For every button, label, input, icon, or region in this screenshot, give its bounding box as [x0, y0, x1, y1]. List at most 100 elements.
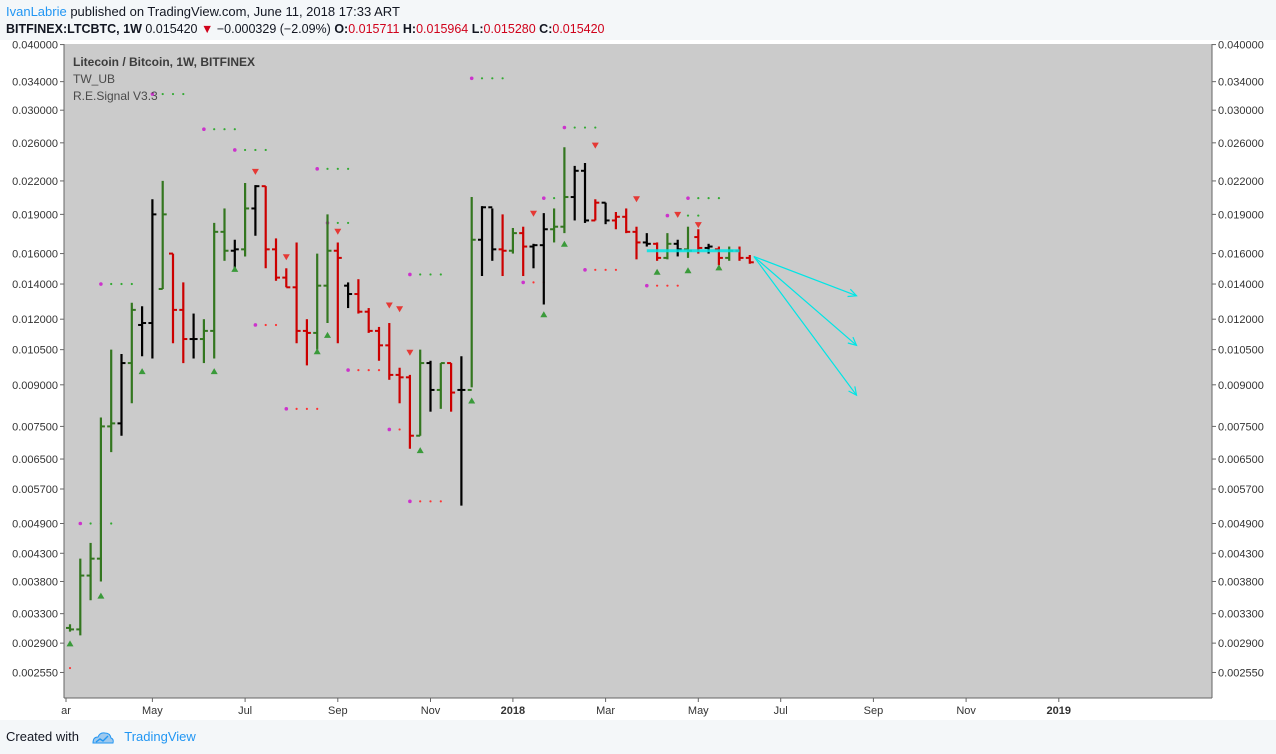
stop-dot — [295, 407, 298, 410]
stop-dot — [347, 221, 350, 225]
legend-indicator-2[interactable]: R.E.Signal V3.3 — [73, 89, 158, 103]
buy-signal-triangle — [66, 640, 74, 647]
stop-dot — [233, 128, 236, 131]
stop-dot — [583, 126, 587, 129]
stop-dot — [274, 323, 278, 327]
y-tick-label-left: 0.040000 — [12, 40, 58, 52]
stop-dot — [573, 126, 576, 129]
ohlc-bar — [179, 282, 188, 364]
y-tick-label-right: 0.019000 — [1218, 209, 1264, 221]
x-tick-label: 2018 — [501, 705, 525, 717]
stop-dot — [501, 77, 504, 80]
tradingview-link[interactable]: TradingView — [124, 729, 196, 744]
ohlc-bar — [282, 268, 291, 289]
x-tick-label: Nov — [421, 705, 441, 717]
ohlc-bar — [272, 238, 280, 281]
stop-dot — [686, 196, 690, 200]
stop-dot — [315, 167, 320, 171]
y-tick-label-left: 0.003300 — [12, 609, 58, 621]
y-tick-label-right: 0.030000 — [1218, 105, 1264, 117]
sell-signal-triangle — [633, 196, 640, 203]
stop-dot — [542, 196, 546, 200]
y-tick-label-left: 0.004300 — [12, 548, 58, 560]
stop-dot — [202, 127, 206, 132]
y-tick-label-left: 0.022000 — [12, 176, 58, 188]
stop-dot — [439, 500, 442, 503]
price-chart[interactable]: 0.040000 0.040000 0.034000 0.034000 0.030000… — [0, 40, 1276, 720]
ohlc-bar — [611, 211, 620, 230]
ohlc-bar — [138, 306, 147, 357]
open-label: O: — [334, 22, 349, 36]
stop-dot — [357, 368, 360, 372]
stop-dot — [480, 77, 484, 80]
stop-dot — [583, 268, 587, 272]
ohlc-bar — [251, 185, 260, 236]
high-label: H: — [402, 22, 417, 36]
stop-dot — [264, 323, 267, 327]
stop-dot — [213, 128, 216, 131]
stop-dot — [594, 268, 597, 271]
sell-signal-triangle — [530, 210, 537, 217]
stop-dot — [594, 126, 597, 129]
down-arrow-icon: ▼ — [200, 22, 214, 36]
stop-dot — [532, 281, 535, 284]
sell-signal-triangle — [251, 168, 259, 175]
y-tick-label-left: 0.016000 — [12, 249, 58, 261]
author-link[interactable]: IvanLabrie — [6, 4, 67, 19]
stop-dot — [697, 214, 700, 217]
price-change: −0.000329 (−2.09%) — [216, 22, 331, 36]
chart-legend: Litecoin / Bitcoin, 1W, BITFINEX TW_UB R… — [73, 54, 255, 105]
sell-signal-triangle — [406, 349, 414, 356]
ohlc-bar — [169, 252, 177, 344]
x-tick-label: May — [688, 705, 709, 717]
ohlc-bar — [158, 180, 167, 290]
stop-dot — [120, 282, 123, 286]
stop-dot — [656, 284, 659, 287]
y-tick-label-left: 0.007500 — [12, 421, 58, 433]
high-value: 0.015964 — [416, 22, 469, 36]
ohlc-bar — [622, 208, 631, 234]
buy-signal-triangle — [560, 240, 568, 247]
sell-signal-triangle — [694, 222, 702, 229]
ohlc-bar — [539, 213, 548, 305]
y-tick-label-left: 0.026000 — [12, 138, 58, 150]
y-tick-label-right: 0.012000 — [1218, 314, 1264, 326]
symbol-name: BITFINEX:LTCBTC, 1W — [6, 22, 142, 36]
stop-dot — [686, 214, 690, 217]
tradingview-logo-icon — [92, 731, 114, 744]
forecast-arrow-head — [848, 386, 858, 397]
y-tick-label-right: 0.006500 — [1218, 454, 1264, 466]
stop-dot — [130, 282, 133, 286]
legend-title: Litecoin / Bitcoin, 1W, BITFINEX — [73, 55, 256, 69]
y-tick-label-left: 0.014000 — [12, 279, 58, 291]
ohlc-bar — [241, 183, 250, 257]
ohlc-bar — [117, 354, 126, 436]
ohlc-bar — [745, 255, 754, 264]
ohlc-bar — [457, 356, 466, 506]
y-tick-label-left: 0.002900 — [12, 638, 58, 650]
ohlc-bar — [529, 243, 538, 269]
stop-dot — [110, 282, 113, 286]
ohlc-bar — [416, 349, 425, 437]
ohlc-bar — [478, 206, 486, 277]
x-tick-label: Sep — [328, 705, 348, 717]
forecast-arrow-head — [847, 336, 858, 347]
x-tick-label: Jul — [774, 705, 788, 717]
buy-signal-triangle — [210, 368, 218, 375]
stop-dot — [562, 125, 567, 130]
ohlc-bar — [261, 185, 270, 269]
sell-signal-triangle — [591, 142, 599, 149]
ohlc-bar — [508, 227, 517, 254]
x-tick-label: 2019 — [1047, 705, 1071, 717]
y-tick-label-left: 0.010500 — [12, 345, 58, 357]
ohlc-bar — [447, 362, 456, 412]
ohlc-bar — [148, 199, 157, 359]
publish-info: published on TradingView.com, June 11, 2… — [66, 4, 400, 19]
legend-indicator-1[interactable]: TW_UB — [73, 72, 115, 86]
ohlc-bar — [189, 313, 198, 359]
stop-dot — [398, 428, 401, 431]
stop-dot — [367, 368, 370, 372]
y-tick-label-left: 0.002550 — [12, 667, 58, 679]
y-tick-label-left: 0.009000 — [12, 380, 58, 392]
ohlc-bar — [199, 319, 208, 364]
